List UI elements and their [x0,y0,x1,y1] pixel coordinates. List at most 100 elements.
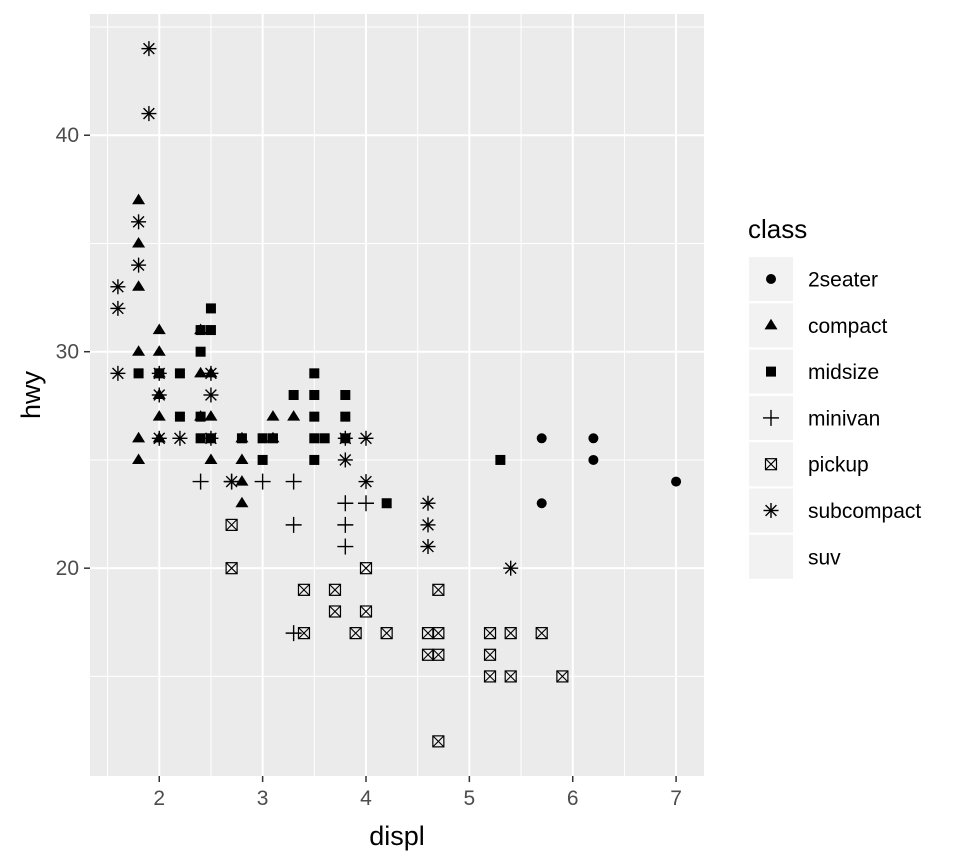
legend-title: class [748,214,807,244]
data-point-subcompact [203,430,219,446]
data-point-subcompact [420,539,436,555]
data-point-minivan [357,495,374,512]
data-point-midsize [205,303,216,314]
data-point-pickup [483,670,497,683]
data-point-subcompact [131,257,147,273]
legend-symbol-triangle [764,318,778,330]
data-point-pickup [483,648,497,661]
data-point-minivan [285,516,302,533]
legend-symbol-circle [766,274,776,284]
data-point-midsize [195,325,206,336]
x-tick-label: 5 [464,787,476,810]
data-point-midsize [267,433,278,444]
data-point-subcompact [420,495,436,511]
data-point-pickup [504,627,517,640]
data-point-compact [194,366,208,378]
data-point-midsize [340,390,351,400]
data-point-subcompact [503,560,519,576]
data-point-midsize [340,411,351,422]
data-point-subcompact [224,474,240,490]
y-axis-title: hwy [16,370,46,419]
legend-label: subcompact [808,500,921,523]
data-point-subcompact [337,452,353,468]
minor-gridlines [90,14,704,776]
x-axis-ticks: 2 3 4 5 6 7 [153,776,682,810]
legend-item-midsize: midsize [749,349,879,394]
legend-label: midsize [808,361,879,384]
x-tick-label: 7 [670,787,682,810]
data-point-midsize [309,368,320,379]
data-point-midsize [205,325,216,336]
y-tick-label: 30 [56,341,79,364]
data-point-pickup [556,670,569,683]
data-point-subcompact [203,387,219,403]
data-point-midsize [381,498,392,509]
data-point-midsize [309,411,320,422]
y-axis-ticks: 20 30 40 [56,124,90,580]
data-point-compact [266,410,280,421]
data-point-subcompact [110,300,126,316]
data-point-midsize [495,454,506,465]
series-subcompact [110,41,519,576]
legend-label: suv [808,546,841,569]
data-point-pickup [328,583,342,596]
data-point-compact [132,236,146,248]
data-point-compact [152,323,166,335]
data-point-minivan [337,538,354,555]
data-point-compact [204,410,218,421]
data-point-subcompact [151,387,167,403]
x-tick-label: 4 [360,787,372,810]
legend-item-pickup: pickup [749,442,869,487]
data-point-2seater [671,476,682,487]
data-point-compact [152,410,166,421]
data-point-midsize [319,433,330,444]
data-point-pickup [483,627,497,640]
data-point-midsize [288,390,299,400]
data-point-midsize [257,454,268,465]
data-point-2seater [536,498,547,509]
data-point-compact [152,345,166,356]
data-point-midsize [257,433,268,444]
legend-symbol-square [766,366,776,377]
data-point-compact [235,496,249,508]
data-point-subcompact [141,41,157,57]
data-point-subcompact [131,214,147,230]
data-point-compact [132,193,146,205]
legend-symbol-asterisk [763,503,779,518]
data-point-pickup [535,627,548,640]
x-axis-title: displ [369,821,425,851]
data-point-minivan [337,516,354,533]
legend-item-minivan: minivan [749,395,880,440]
legend-label: minivan [808,407,880,430]
x-tick-label: 6 [567,787,579,810]
data-point-2seater [588,454,599,465]
data-point-pickup [349,627,362,640]
data-point-pickup [297,583,311,596]
data-point-compact [287,410,301,421]
data-point-pickup [225,562,238,575]
y-tick-label: 40 [56,124,79,147]
data-point-midsize [195,433,206,444]
data-point-minivan [254,473,271,490]
y-tick-label: 20 [56,557,79,580]
legend-item-2seater: 2seater [749,257,878,301]
legend-item-subcompact: subcompact [749,488,921,533]
data-point-midsize [133,368,144,379]
data-point-2seater [588,433,599,444]
data-point-subcompact [337,430,353,446]
legend: class 2seater compact midsize minivan pickup… [748,214,921,579]
data-point-pickup [504,670,517,683]
legend-symbol-boxed-x [764,458,778,471]
series-pickup [225,518,569,748]
major-gridlines [90,14,704,776]
data-point-compact [132,453,146,464]
data-point-pickup [432,583,445,596]
data-point-midsize [309,390,320,400]
data-point-subcompact [110,279,126,295]
data-point-pickup [380,627,393,640]
data-point-pickup [432,735,445,748]
data-point-compact [235,453,249,464]
data-point-pickup [297,627,311,640]
data-point-pickup [421,627,435,640]
data-point-pickup [359,562,373,575]
